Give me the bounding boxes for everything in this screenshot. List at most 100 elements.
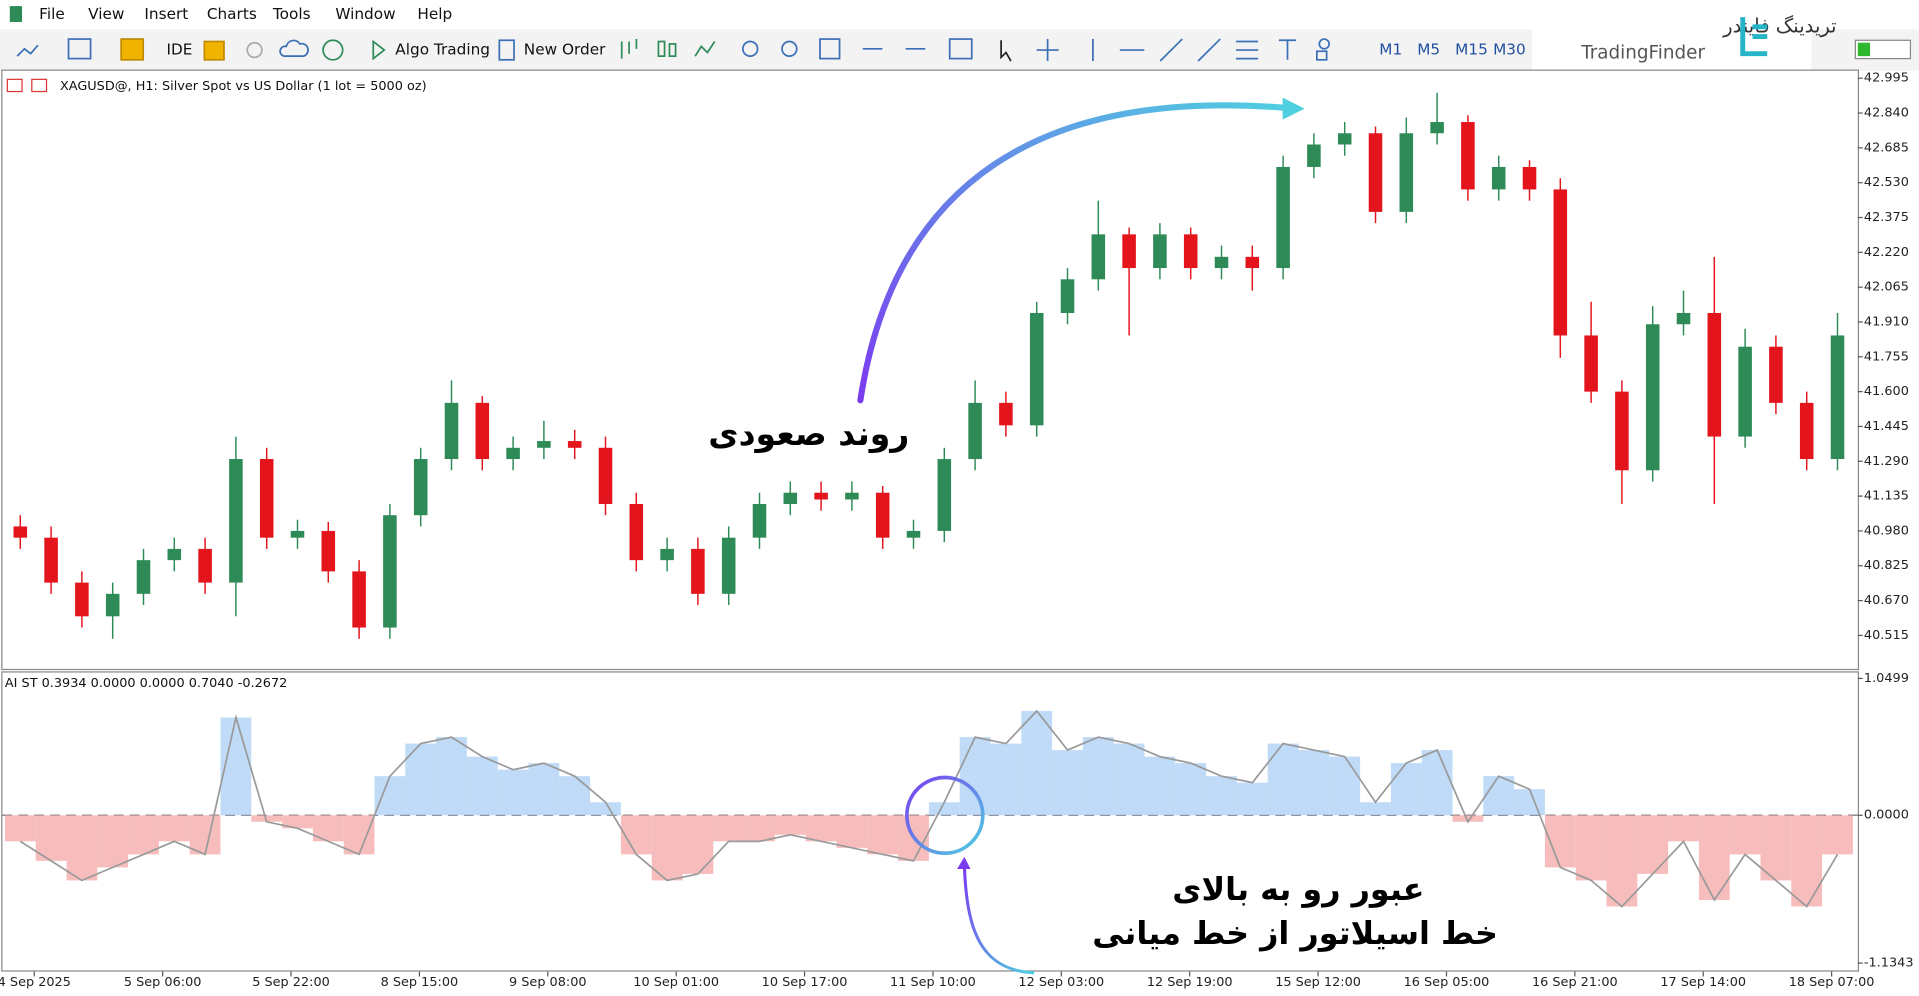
candle-body xyxy=(352,571,366,628)
timeframes: M1 M5 M15 M30 xyxy=(1379,41,1525,59)
oscillator-band xyxy=(1298,750,1330,816)
candle-body xyxy=(721,537,736,594)
candle-body xyxy=(413,459,428,516)
menu-item[interactable]: Insert xyxy=(144,5,188,23)
time-label: 5 Sep 06:00 xyxy=(124,975,202,990)
oscillator-band xyxy=(497,769,529,816)
candle-body xyxy=(691,548,705,594)
candle-body xyxy=(783,492,798,504)
candle-body xyxy=(1522,166,1537,190)
candle-body xyxy=(229,459,243,583)
candle-body xyxy=(1491,166,1506,190)
indicator-title: AI ST 0.3934 0.0000 0.0000 0.7040 -0.267… xyxy=(5,676,287,691)
y-tick-label: 41.290 xyxy=(1864,454,1909,469)
oscillator-band xyxy=(343,815,375,855)
menu-item[interactable]: View xyxy=(88,5,124,23)
cross-arrow xyxy=(962,866,1035,975)
oscillator-band xyxy=(1575,815,1607,881)
candle-body xyxy=(1769,346,1783,403)
oscillator-band xyxy=(251,815,283,822)
oscillator-band xyxy=(1421,750,1453,816)
oscillator-band xyxy=(1144,756,1176,816)
candle-body xyxy=(1245,256,1260,269)
time-label: 10 Sep 01:00 xyxy=(633,975,719,990)
candle-body xyxy=(75,582,89,617)
oscillator-band xyxy=(959,737,991,816)
candle-body xyxy=(1368,133,1383,212)
y-tick-label: 42.995 xyxy=(1864,71,1909,86)
oscillator-band xyxy=(1236,782,1268,816)
y-tick-label: 40.825 xyxy=(1864,558,1909,573)
candle-body xyxy=(906,530,921,538)
time-label: 4 Sep 2025 xyxy=(0,975,71,990)
oscillator-band xyxy=(1452,815,1484,822)
candle-body xyxy=(259,459,274,538)
menu-item[interactable]: Window xyxy=(335,5,395,23)
candle-body xyxy=(937,459,952,531)
oscillator-band xyxy=(744,815,775,842)
candle-body xyxy=(629,503,644,561)
candle-body xyxy=(598,447,613,504)
cross-circle xyxy=(905,775,985,856)
time-label: 12 Sep 03:00 xyxy=(1018,975,1104,990)
candle-body xyxy=(1337,133,1352,145)
timeframe-button[interactable]: M1 xyxy=(1379,41,1402,59)
oscillator-band xyxy=(1760,815,1792,881)
oscillator-band xyxy=(1206,776,1237,816)
menu-item[interactable]: Help xyxy=(417,5,452,23)
y-tick-label: 0.0000 xyxy=(1864,808,1909,823)
oscillator-band xyxy=(66,815,98,881)
oscillator-band xyxy=(1021,710,1053,816)
oscillator-band xyxy=(97,815,129,868)
candle-body xyxy=(1153,234,1167,269)
candle-body xyxy=(1584,335,1598,392)
menu-item[interactable]: File xyxy=(39,5,65,23)
time-label: 16 Sep 21:00 xyxy=(1532,975,1618,990)
oscillator-band xyxy=(1267,743,1299,816)
timeframe-button[interactable]: M30 xyxy=(1493,41,1526,59)
logo-persian: تریدینگ فایندر xyxy=(1722,14,1836,37)
candle-body xyxy=(1399,133,1414,212)
candle-body xyxy=(968,402,982,460)
oscillator-band xyxy=(1390,763,1422,816)
toolbar-algo-trading[interactable]: Algo Trading xyxy=(395,41,490,59)
timeframe-button[interactable]: M15 xyxy=(1455,41,1488,59)
y-tick-label: 42.375 xyxy=(1864,210,1909,225)
time-label: 12 Sep 19:00 xyxy=(1147,975,1233,990)
time-label: 5 Sep 22:00 xyxy=(252,975,330,990)
candle-body xyxy=(383,515,397,628)
candle-body xyxy=(13,526,28,538)
oscillator-band xyxy=(1698,815,1730,900)
candle-body xyxy=(475,402,490,460)
candle-body xyxy=(1707,312,1722,437)
menu-item[interactable]: Charts xyxy=(207,5,257,23)
toolbar-ide[interactable]: IDE xyxy=(166,41,192,59)
oscillator-band xyxy=(374,776,406,816)
candle-body xyxy=(1615,391,1629,471)
time-axis: 4 Sep 2025 5 Sep 06:00 5 Sep 22:00 8 Sep 15… xyxy=(0,971,1874,990)
oscillator-band xyxy=(590,802,621,816)
candle-body xyxy=(875,492,890,538)
oscillator-band xyxy=(1052,750,1083,816)
oscillator-band xyxy=(867,815,899,855)
candle-body xyxy=(1430,122,1444,134)
y-tick-label: 42.530 xyxy=(1864,175,1909,190)
oscillator-band xyxy=(466,756,498,816)
logo-box xyxy=(1532,0,1812,81)
y-tick-label: 40.670 xyxy=(1864,593,1909,608)
oscillator-band xyxy=(805,815,837,842)
toolbar-icons xyxy=(16,38,1330,62)
y-tick-label: 40.515 xyxy=(1864,628,1909,643)
timeframe-button[interactable]: M5 xyxy=(1417,41,1440,59)
candle-body xyxy=(999,402,1013,426)
menu-item[interactable]: Tools xyxy=(272,5,311,23)
time-label: 11 Sep 10:00 xyxy=(890,975,976,990)
oscillator-band xyxy=(1606,815,1638,907)
candle-body xyxy=(198,548,212,583)
candle-body xyxy=(321,530,336,572)
oscillator-band xyxy=(35,815,67,861)
toolbar-new-order[interactable]: New Order xyxy=(524,41,606,59)
chart-icon xyxy=(31,78,48,93)
oscillator-band xyxy=(1822,815,1853,855)
